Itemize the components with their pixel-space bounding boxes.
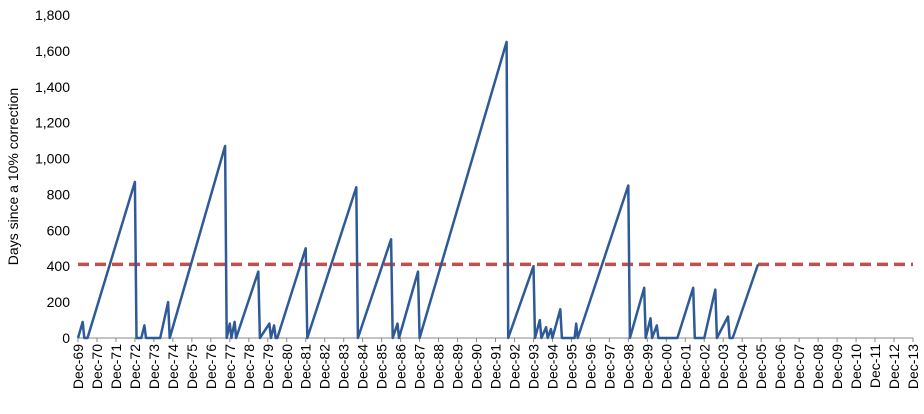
x-tick-label: Dec-13: [905, 344, 921, 389]
y-tick-label: 200: [47, 294, 71, 310]
x-tick-label: Dec-09: [829, 344, 845, 389]
x-tick-label: Dec-78: [241, 344, 257, 389]
x-tick-label: Dec-74: [165, 344, 181, 389]
x-tick-label: Dec-95: [563, 344, 579, 389]
y-axis: 0 200 400 600 800 1,000 1,200 1,400 1,600 1,800: [35, 7, 70, 346]
x-tick-label: Dec-07: [791, 344, 807, 389]
x-tick-label: Dec-79: [260, 344, 276, 389]
x-tick-label: Dec-83: [336, 344, 352, 389]
x-tick-label: Dec-71: [108, 344, 124, 389]
x-tick-label: Dec-76: [203, 344, 219, 389]
y-tick-label: 1,800: [35, 7, 70, 23]
x-tick-label: Dec-10: [848, 344, 864, 389]
x-tick-label: Dec-88: [431, 344, 447, 389]
x-tick-label: Dec-00: [658, 344, 674, 389]
x-tick-label: Dec-02: [696, 344, 712, 389]
x-tick-label: Dec-72: [127, 344, 143, 389]
y-axis-title: Days since a 10% correction: [5, 88, 21, 265]
y-tick-label: 1,000: [35, 151, 70, 167]
x-tick-label: Dec-87: [412, 344, 428, 389]
x-tick-label: Dec-98: [620, 344, 636, 389]
x-tick-label: Dec-86: [393, 344, 409, 389]
x-tick-label: Dec-96: [582, 344, 598, 389]
x-tick-label: Dec-08: [810, 344, 826, 389]
x-tick-label: Dec-01: [677, 344, 693, 389]
x-tick-label: Dec-80: [279, 344, 295, 389]
x-tick-label: Dec-97: [601, 344, 617, 389]
x-tick-label: Dec-81: [298, 344, 314, 389]
x-tick-label: Dec-77: [222, 344, 238, 389]
x-tick-label: Dec-75: [184, 344, 200, 389]
x-tick-label: Dec-92: [506, 344, 522, 389]
y-tick-label: 1,600: [35, 43, 70, 59]
x-tick-label: Dec-03: [715, 344, 731, 389]
x-tick-label: Dec-89: [450, 344, 466, 389]
x-tick-label: Dec-11: [867, 344, 883, 388]
x-tick-label: Dec-06: [772, 344, 788, 389]
x-tick-label: Dec-93: [525, 344, 541, 389]
x-tick-label: Dec-04: [734, 344, 750, 389]
y-tick-label: 0: [62, 330, 70, 346]
x-tick-label: Dec-12: [886, 344, 902, 389]
x-tick-label: Dec-85: [374, 344, 390, 389]
series-line: [76, 40, 760, 340]
x-tick-label: Dec-84: [355, 344, 371, 389]
x-tick-label: Dec-94: [544, 344, 560, 389]
x-tick-label: Dec-91: [488, 344, 504, 389]
x-tick-label: Dec-70: [89, 344, 105, 389]
y-tick-label: 800: [47, 186, 71, 202]
y-tick-label: 400: [47, 258, 71, 274]
x-tick-label: Dec-90: [469, 344, 485, 389]
y-tick-label: 1,200: [35, 115, 70, 131]
y-tick-label: 600: [47, 222, 71, 238]
y-tick-label: 1,400: [35, 79, 70, 95]
x-tick-label: Dec-69: [70, 344, 86, 389]
x-tick-label: Dec-05: [753, 344, 769, 389]
x-tick-label: Dec-99: [639, 344, 655, 389]
x-tick-label: Dec-73: [146, 344, 162, 389]
x-tick-label: Dec-82: [317, 344, 333, 389]
x-axis: Dec-69 Dec-70 Dec-71 Dec-72 Dec-73 Dec-74 Dec-…: [70, 338, 921, 389]
